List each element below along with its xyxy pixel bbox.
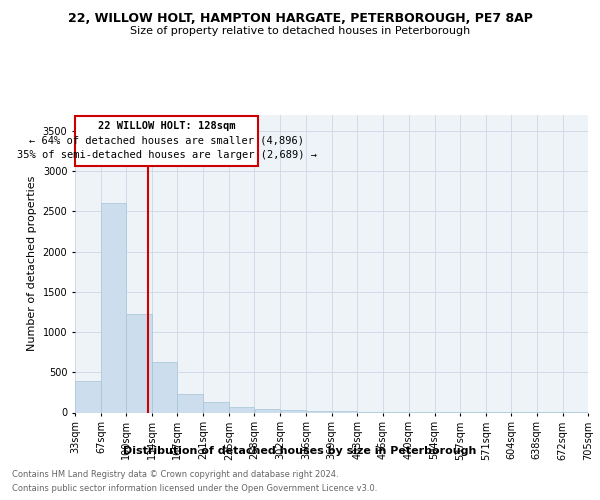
Y-axis label: Number of detached properties: Number of detached properties xyxy=(27,176,37,352)
Bar xyxy=(307,411,331,412)
Text: Distribution of detached houses by size in Peterborough: Distribution of detached houses by size … xyxy=(124,446,476,456)
Bar xyxy=(281,410,306,412)
Bar xyxy=(152,362,177,412)
Bar xyxy=(203,402,229,412)
Text: Size of property relative to detached houses in Peterborough: Size of property relative to detached ho… xyxy=(130,26,470,36)
FancyBboxPatch shape xyxy=(75,116,258,166)
Bar xyxy=(178,394,203,412)
Text: Contains public sector information licensed under the Open Government Licence v3: Contains public sector information licen… xyxy=(12,484,377,493)
Bar xyxy=(127,314,152,412)
Text: 22, WILLOW HOLT, HAMPTON HARGATE, PETERBOROUGH, PE7 8AP: 22, WILLOW HOLT, HAMPTON HARGATE, PETERB… xyxy=(68,12,532,26)
Text: Contains HM Land Registry data © Crown copyright and database right 2024.: Contains HM Land Registry data © Crown c… xyxy=(12,470,338,479)
Bar xyxy=(75,381,101,412)
Bar xyxy=(229,407,254,412)
Bar xyxy=(254,409,280,412)
Text: 22 WILLOW HOLT: 128sqm: 22 WILLOW HOLT: 128sqm xyxy=(98,122,235,132)
Bar xyxy=(101,204,126,412)
Text: 35% of semi-detached houses are larger (2,689) →: 35% of semi-detached houses are larger (… xyxy=(17,150,317,160)
Text: ← 64% of detached houses are smaller (4,896): ← 64% of detached houses are smaller (4,… xyxy=(29,136,304,146)
